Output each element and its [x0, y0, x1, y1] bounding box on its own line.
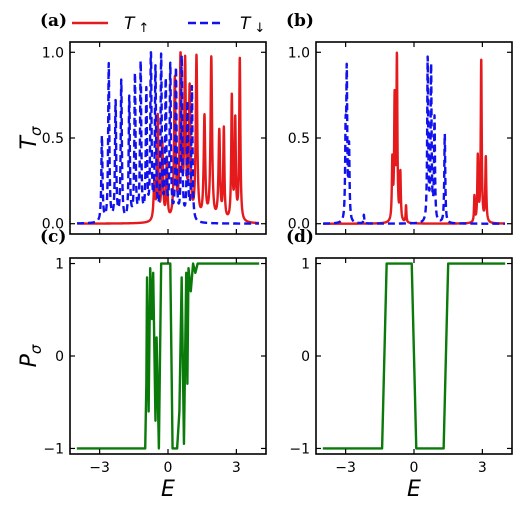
- x-axis-title-c: E: [161, 477, 175, 502]
- y-axis-title-a: Tσ: [17, 126, 45, 149]
- y-axis-title-sub-a: σ: [27, 126, 45, 136]
- legend: T ↑ T ↓: [72, 14, 265, 36]
- series-c-first-line: [76, 262, 260, 450]
- panel-b: 0.0 0.5 1.0 (b): [286, 11, 513, 235]
- series-d-first-line: [322, 262, 506, 450]
- series-a-second-line: [76, 51, 260, 225]
- y-tick-label-a: 1.0: [42, 45, 64, 61]
- panel-d: −3 0 3 −1 0 1 (d) E: [286, 227, 513, 502]
- y-tick-label-c: 0: [55, 349, 64, 365]
- x-tick-label-c: 0: [164, 460, 173, 476]
- panel-label-a: (a): [40, 11, 67, 31]
- y-tick-label-a: 0.0: [42, 217, 64, 233]
- y-tick-label-d: 0: [301, 349, 310, 365]
- panel-a: 0.0 0.5 1.0 (a) Tσ: [17, 11, 267, 235]
- series-b-second-line: [322, 55, 506, 225]
- x-tick-label-d: −3: [335, 460, 356, 476]
- panel-c: −3 0 3 −1 0 1 (c) Pσ E: [17, 227, 267, 502]
- panel-label-c: (c): [40, 227, 66, 247]
- plot-frame-c: [69, 257, 267, 455]
- y-axis-title-c: Pσ: [17, 344, 45, 367]
- x-axis-title-d: E: [407, 477, 421, 502]
- x-tick-label-c: 3: [232, 460, 241, 476]
- y-tick-label-b: 1.0: [288, 45, 310, 61]
- x-tick-label-d: 0: [410, 460, 419, 476]
- y-tick-label-c: 1: [55, 257, 64, 273]
- y-tick-label-b: 0.5: [288, 131, 310, 147]
- y-tick-label-b: 0.0: [288, 217, 310, 233]
- x-tick-label-d: 3: [478, 460, 487, 476]
- series-a-first-line: [76, 51, 260, 225]
- x-tick-label-c: −3: [89, 460, 110, 476]
- y-tick-label-a: 0.5: [42, 131, 64, 147]
- y-tick-label-c: −1: [43, 441, 64, 457]
- panel-label-d: (d): [286, 227, 314, 247]
- y-axis-title-sub-c: σ: [27, 344, 45, 354]
- y-tick-label-d: −1: [289, 441, 310, 457]
- y-tick-label-d: 1: [301, 257, 310, 273]
- legend-label-up: T ↑: [124, 14, 149, 36]
- legend-label-down: T ↓: [240, 14, 265, 36]
- panel-label-b: (b): [286, 11, 314, 31]
